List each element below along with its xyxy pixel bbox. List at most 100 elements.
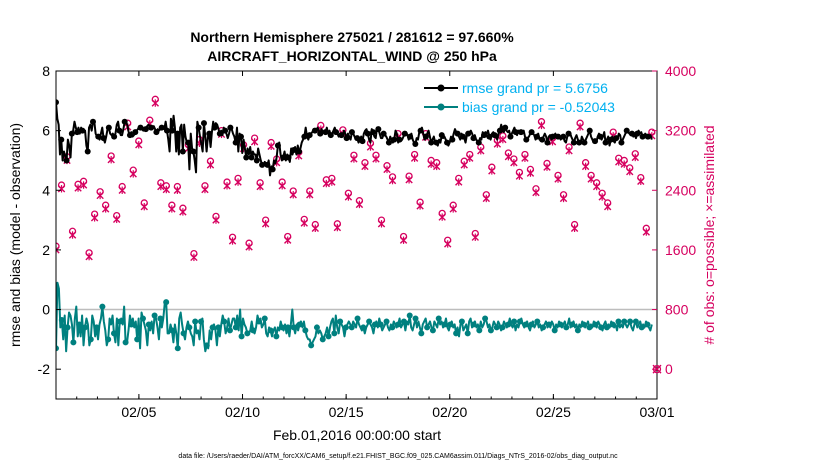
rmse-point — [407, 133, 414, 140]
bias-point — [447, 321, 454, 328]
bias-point — [122, 339, 129, 346]
rmse-point — [401, 130, 408, 137]
bias-point — [215, 324, 222, 331]
assimilated-obs-marker — [256, 182, 264, 191]
rmse-point — [528, 129, 535, 136]
assimilated-obs-marker — [526, 169, 535, 177]
rmse-point — [280, 154, 287, 161]
assimilated-obs-marker — [300, 219, 308, 227]
x-tick-label: 02/10 — [225, 404, 260, 420]
rmse-point — [142, 126, 149, 133]
rmse-point — [359, 138, 366, 145]
y-axis-right-label: # of obs: o=possible; ×=assimilated — [701, 125, 717, 344]
rmse-point — [190, 148, 197, 155]
assimilated-obs-marker — [576, 123, 584, 131]
rmse-point — [576, 139, 583, 146]
assimilated-obs-marker — [598, 193, 606, 201]
assimilated-obs-marker — [620, 160, 628, 168]
rmse-point — [396, 136, 403, 143]
assimilated-obs-marker — [228, 237, 237, 245]
assimilated-obs-marker — [493, 140, 502, 148]
rmse-point — [444, 139, 451, 146]
y-left-tick-label: 6 — [42, 123, 50, 139]
plot-area — [56, 95, 657, 353]
rmse-point — [586, 127, 593, 134]
assimilated-obs-marker — [79, 181, 88, 189]
assimilated-obs-marker — [559, 194, 568, 203]
assimilated-obs-marker — [642, 228, 650, 236]
assimilated-obs-marker — [284, 236, 292, 244]
rmse-point — [644, 133, 651, 140]
assimilated-obs-marker — [355, 200, 364, 209]
bias-point — [209, 324, 216, 331]
bias-point — [134, 336, 141, 343]
assimilated-obs-marker — [173, 186, 182, 194]
assimilated-x-stroke — [56, 246, 60, 251]
assimilated-obs-marker — [499, 135, 507, 144]
bias-point — [632, 318, 639, 325]
legend-rmse-marker — [437, 84, 445, 92]
assimilated-obs-marker — [168, 205, 176, 213]
chart-title: Northern Hemisphere 275021 / 281612 = 97… — [190, 29, 514, 45]
y-right-tick-label: 4000 — [665, 63, 696, 79]
bias-point — [638, 324, 645, 331]
assimilated-obs-marker — [162, 185, 171, 194]
rmse-point — [623, 127, 630, 134]
legend-rmse-label: rmse grand pr = 5.6756 — [462, 80, 608, 96]
rmse-point — [417, 127, 424, 134]
bias-point — [534, 318, 541, 325]
assimilated-obs-marker — [278, 182, 286, 190]
assimilated-obs-marker — [234, 178, 242, 186]
rmse-point — [259, 161, 266, 168]
x-tick-label: 02/20 — [432, 404, 467, 420]
bias-point — [302, 327, 309, 334]
rmse-point — [153, 129, 160, 136]
bias-point — [128, 321, 135, 328]
assimilated-obs-marker — [190, 253, 198, 262]
assimilated-obs-marker — [311, 224, 319, 232]
rmse-point — [79, 127, 86, 134]
bias-point — [226, 327, 233, 334]
bias-point — [56, 345, 59, 352]
assimilated-obs-marker — [201, 185, 209, 194]
zero-count-marker — [652, 365, 662, 374]
bias-point — [574, 327, 581, 334]
bias-point — [290, 324, 297, 331]
assimilated-obs-marker — [543, 163, 551, 171]
rmse-series — [56, 99, 653, 177]
bias-point — [145, 321, 152, 328]
bias-point — [563, 324, 570, 331]
legend-bias-marker — [437, 103, 445, 111]
rmse-point — [481, 132, 488, 139]
assimilated-obs-marker — [504, 153, 513, 161]
bias-point — [441, 321, 448, 328]
assimilated-obs-marker — [631, 153, 639, 162]
assimilated-obs-marker — [118, 186, 126, 194]
rmse-point — [269, 166, 276, 173]
assimilated-obs-marker — [245, 243, 253, 251]
rmse-point — [333, 129, 340, 136]
rmse-point — [380, 130, 387, 137]
bias-point — [464, 330, 471, 337]
rmse-point — [322, 129, 329, 136]
rmse-point — [317, 130, 324, 137]
bias-point — [470, 321, 477, 328]
bias-point — [186, 324, 193, 331]
assimilated-obs-marker — [306, 191, 314, 199]
bias-point — [366, 318, 373, 325]
bias-point — [598, 324, 605, 331]
bias-point — [429, 327, 436, 334]
assimilated-obs-marker — [56, 246, 60, 254]
bias-point — [400, 318, 407, 325]
rmse-point — [518, 129, 525, 136]
assimilated-obs-marker — [85, 252, 93, 261]
bias-point — [203, 342, 210, 349]
rmse-point — [539, 136, 546, 143]
y-axis-left-label: rmse and bias (model - observation) — [7, 123, 23, 347]
assimilated-obs-marker — [212, 216, 220, 224]
assimilated-obs-marker — [223, 182, 231, 190]
rmse-point — [343, 135, 350, 142]
y-axis-left: -2 0 2 4 6 8 — [38, 63, 61, 377]
assimilated-obs-marker — [626, 167, 634, 176]
rmse-point — [354, 135, 361, 142]
